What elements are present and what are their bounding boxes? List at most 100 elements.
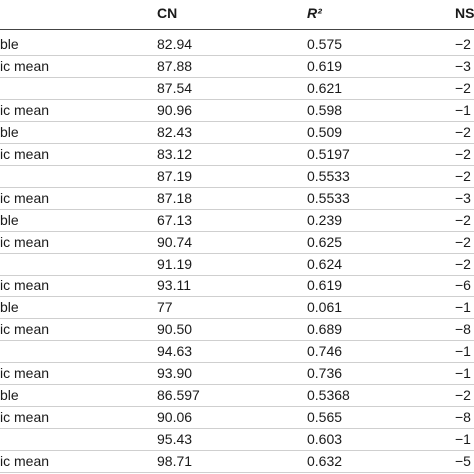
table-row: ble 82.94 0.575 −2 — [0, 34, 474, 56]
table-row: ic mean 87.18 0.5533 −3 — [0, 188, 474, 210]
ns-value: −1 — [455, 343, 471, 360]
r2-value: 0.736 — [307, 365, 343, 382]
row-label: ic mean — [0, 101, 50, 118]
cn-value: 67.13 — [157, 211, 193, 228]
ns-value: −6 — [455, 277, 471, 294]
row-label: ble — [0, 123, 19, 140]
r2-value: 0.5197 — [307, 145, 350, 162]
cn-value: 94.63 — [157, 343, 193, 360]
cn-value: 87.18 — [157, 189, 193, 206]
table-row: ic mean 87.88 0.619 −3 — [0, 56, 474, 78]
ns-value: −3 — [455, 189, 471, 206]
ns-value: −2 — [455, 79, 471, 96]
row-label: ble — [0, 211, 19, 228]
cn-value: 93.90 — [157, 365, 193, 382]
r2-value: 0.598 — [307, 101, 343, 118]
ns-value: −1 — [455, 365, 471, 382]
row-label: ic mean — [0, 189, 50, 206]
ns-value: −8 — [455, 321, 471, 338]
r2-value: 0.624 — [307, 255, 343, 272]
ns-value: −3 — [455, 57, 471, 74]
row-label: ic mean — [0, 277, 50, 294]
ns-value: −1 — [455, 101, 471, 118]
table-row: ic mean 90.50 0.689 −8 — [0, 319, 474, 342]
cn-value: 77 — [157, 299, 173, 316]
row-label: ic mean — [0, 321, 50, 338]
row-label: ic mean — [0, 409, 50, 426]
r2-value: 0.625 — [307, 233, 343, 250]
table-row: ic mean 93.90 0.736 −1 — [0, 363, 474, 386]
r2-value: 0.621 — [307, 79, 343, 96]
column-header: CN — [157, 5, 178, 21]
ns-value: −2 — [455, 145, 471, 162]
row-label: ic mean — [0, 145, 50, 162]
table-row: 94.63 0.746 −1 — [0, 341, 474, 364]
cn-value: 91.19 — [157, 255, 193, 272]
cn-value: 93.11 — [157, 277, 191, 294]
ns-value: −1 — [455, 431, 471, 448]
row-label: ble — [0, 36, 19, 52]
r2-value: 0.5368 — [307, 387, 350, 404]
ns-value: −2 — [455, 233, 471, 250]
ns-value: −2 — [455, 211, 471, 228]
cn-value: 90.96 — [157, 101, 193, 118]
cn-value: 86.597 — [157, 387, 200, 404]
r2-value: 0.5533 — [307, 189, 350, 206]
row-label: ic mean — [0, 233, 50, 250]
cn-value: 95.43 — [157, 431, 193, 448]
cn-value: 90.50 — [157, 321, 193, 338]
row-label: ble — [0, 299, 19, 316]
cn-value: 90.74 — [157, 233, 193, 250]
table-row: 95.43 0.603 −1 — [0, 429, 474, 452]
r2-value: 0.689 — [307, 321, 343, 338]
r2-value: 0.061 — [307, 299, 343, 316]
table-row: ble 86.597 0.5368 −2 — [0, 385, 474, 408]
table-row: ic mean 83.12 0.5197 −2 — [0, 144, 474, 166]
ns-value: −2 — [455, 387, 471, 404]
ns-value: −2 — [455, 255, 471, 272]
row-label: ic mean — [0, 453, 50, 470]
cn-value: 87.54 — [157, 79, 193, 96]
r2-value: 0.239 — [307, 211, 343, 228]
r2-value: 0.5533 — [307, 167, 350, 184]
cn-value: 82.94 — [157, 36, 193, 52]
r2-value: 0.509 — [307, 123, 343, 140]
ns-value: −1 — [455, 299, 471, 316]
table-row: ic mean 90.06 0.565 −8 — [0, 407, 474, 430]
table-row: ble 82.43 0.509 −2 — [0, 122, 474, 144]
r2-value: 0.746 — [307, 343, 343, 360]
column-header: NS — [455, 5, 474, 21]
table-row: ble 77 0.061 −1 — [0, 297, 474, 320]
cn-value: 87.88 — [157, 57, 193, 74]
table-row: ic mean 90.74 0.625 −2 — [0, 232, 474, 254]
table-row: ic mean 90.96 0.598 −1 — [0, 100, 474, 122]
cn-value: 83.12 — [157, 145, 193, 162]
cn-value: 98.71 — [157, 453, 193, 470]
r2-value: 0.619 — [307, 277, 343, 294]
r2-value: 0.565 — [307, 409, 343, 426]
ns-value: −2 — [455, 167, 471, 184]
r2-value: 0.632 — [307, 453, 343, 470]
row-label: ic mean — [0, 365, 50, 382]
header-rule — [0, 29, 474, 30]
row-label: ble — [0, 387, 19, 404]
ns-value: −5 — [455, 453, 471, 470]
r2-value: 0.603 — [307, 431, 343, 448]
ns-value: −2 — [455, 36, 471, 52]
cn-value: 90.06 — [157, 409, 193, 426]
ns-value: −8 — [455, 409, 471, 426]
column-header: R² — [307, 5, 322, 21]
r2-value: 0.575 — [307, 36, 343, 52]
cn-value: 87.19 — [157, 167, 193, 184]
table-row: ic mean 93.11 0.619 −6 — [0, 275, 474, 298]
table-row: 91.19 0.624 −2 — [0, 254, 474, 276]
r2-value: 0.619 — [307, 57, 343, 74]
table-row: 87.19 0.5533 −2 — [0, 166, 474, 188]
row-label: ic mean — [0, 57, 50, 74]
table-row: ic mean 98.71 0.632 −5 — [0, 451, 474, 474]
table-row: ble 67.13 0.239 −2 — [0, 210, 474, 232]
table-row: 87.54 0.621 −2 — [0, 78, 474, 100]
cn-value: 82.43 — [157, 123, 193, 140]
ns-value: −2 — [455, 123, 471, 140]
